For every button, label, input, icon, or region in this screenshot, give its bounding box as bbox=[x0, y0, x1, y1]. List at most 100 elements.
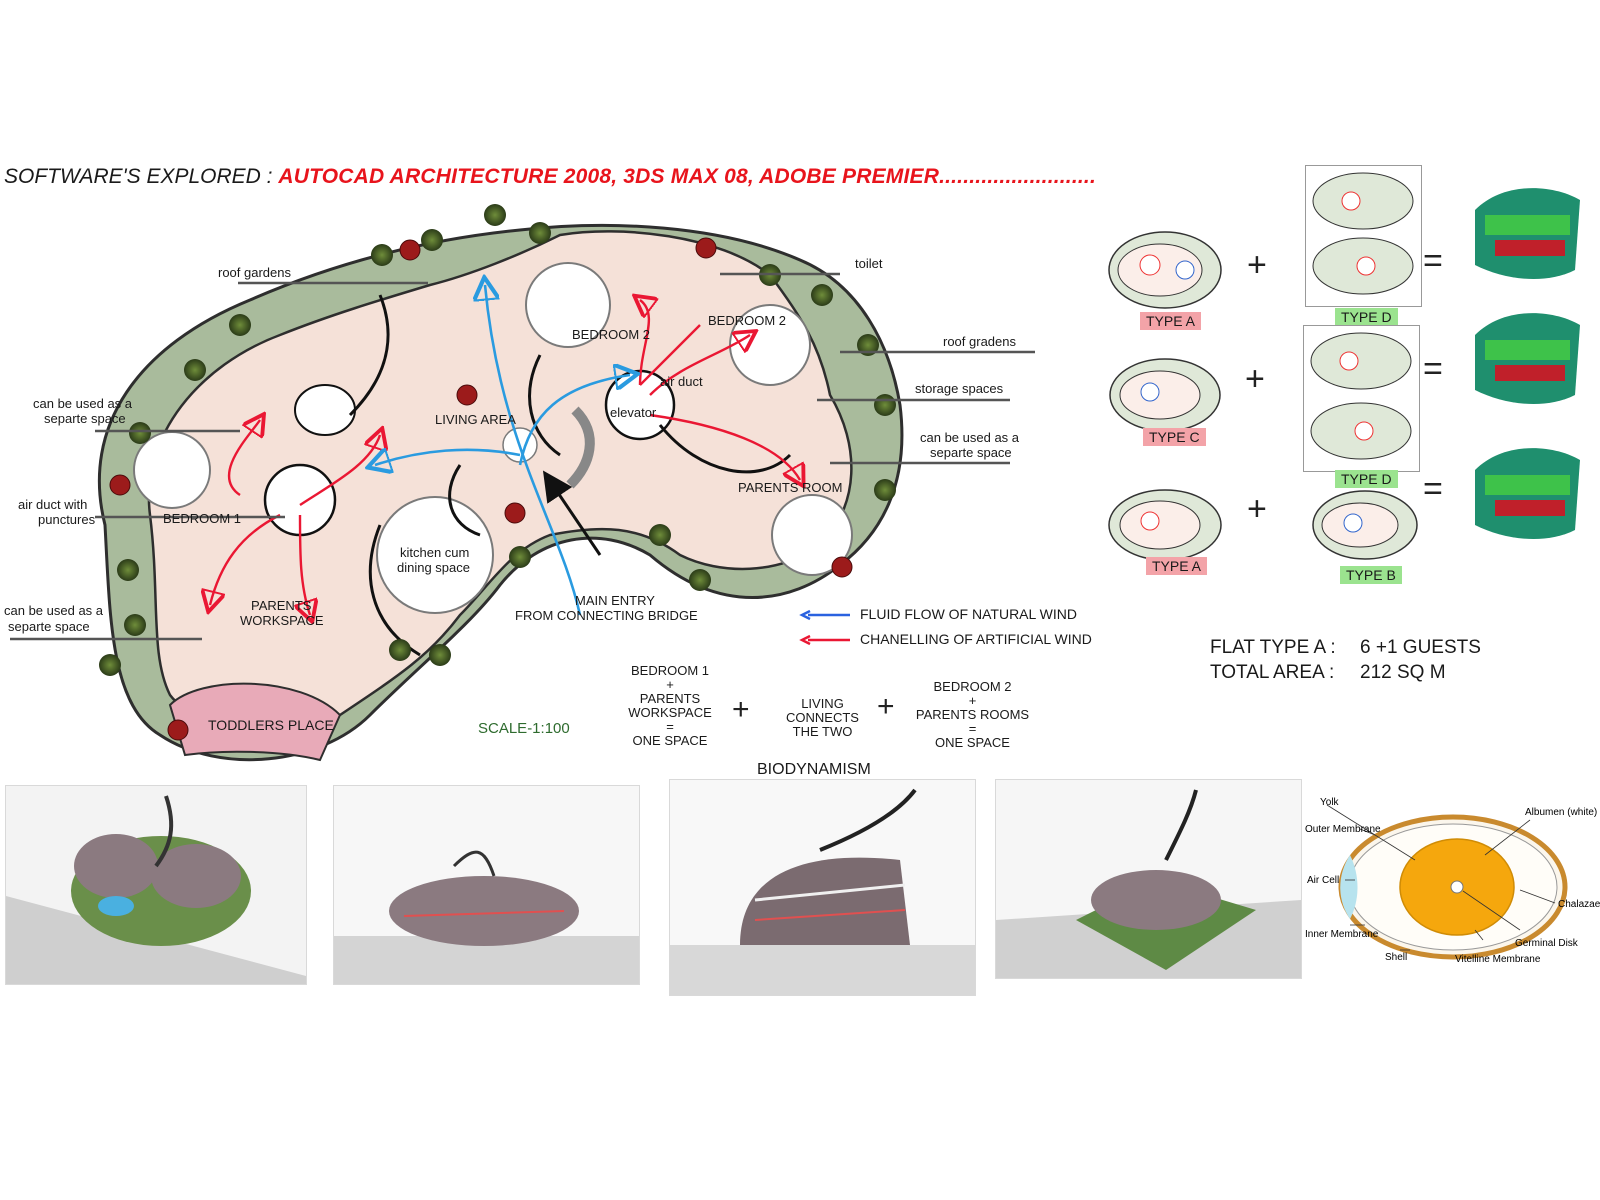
type-label-row1-right: TYPE D bbox=[1335, 308, 1398, 326]
g3-line3: PARENTS ROOMS bbox=[915, 707, 1030, 722]
egg-air-cell bbox=[1340, 855, 1358, 919]
formula-plus-1: + bbox=[732, 693, 750, 726]
total-area-label: TOTAL AREA : bbox=[1210, 662, 1335, 683]
label-bedroom-1: BEDROOM 1 bbox=[163, 511, 241, 526]
formula-group-3: BEDROOM 2 + PARENTS ROOMS = ONE SPACE bbox=[910, 680, 1035, 750]
egg-germinal-disk bbox=[1450, 880, 1464, 894]
plan-thumb-type-c bbox=[1100, 350, 1225, 440]
equals-row1: = bbox=[1423, 242, 1443, 280]
header-software-list: AUTOCAD ARCHITECTURE 2008, 3DS MAX 08, A… bbox=[278, 165, 1096, 188]
entry-arrow bbox=[542, 470, 602, 556]
type-label-row2-right: TYPE D bbox=[1335, 470, 1398, 488]
label-separate-left-bottom-2: separte space bbox=[8, 619, 90, 634]
label-parents-workspace-1: PARENTS bbox=[251, 598, 312, 613]
parents-room-circle bbox=[771, 494, 853, 576]
g3-line5: ONE SPACE bbox=[935, 735, 1010, 750]
label-main-entry-1: MAIN ENTRY bbox=[575, 593, 655, 608]
egg-label-air-cell: Air Cell bbox=[1307, 875, 1339, 886]
legend-natural-label: FLUID FLOW OF NATURAL WIND bbox=[860, 606, 1077, 622]
formula-plus-2: + bbox=[877, 690, 895, 723]
formula-group-1: BEDROOM 1 + PARENTS WORKSPACE = ONE SPAC… bbox=[615, 664, 725, 748]
egg-label-shell: Shell bbox=[1385, 952, 1407, 963]
egg-label-outer-membrane: Outer Membrane bbox=[1305, 824, 1381, 835]
floor-plan: roof gardens toilet roof gradens storage… bbox=[4, 204, 1092, 762]
egg-label-vitelline-membrane: Vitelline Membrane bbox=[1455, 954, 1541, 965]
flat-type-label: FLAT TYPE A : bbox=[1210, 637, 1336, 658]
render-thumb-row2 bbox=[1465, 305, 1585, 415]
label-air-duct-left-1: air duct with bbox=[18, 497, 87, 512]
g3-line4: = bbox=[968, 721, 977, 736]
g3-line1: BEDROOM 2 bbox=[933, 679, 1012, 694]
g1-line4: WORKSPACE bbox=[628, 705, 712, 720]
plan-thumb-type-d-1 bbox=[1305, 165, 1422, 307]
flat-type-value: 6 +1 GUESTS bbox=[1360, 637, 1481, 658]
type-label-row2-left: TYPE C bbox=[1143, 428, 1206, 446]
egg-label-albumen: Albumen (white) bbox=[1525, 807, 1597, 818]
label-parents-room: PARENTS ROOM bbox=[738, 480, 843, 495]
bench-curve bbox=[566, 406, 595, 489]
trees bbox=[99, 204, 896, 676]
wall-curve-4 bbox=[448, 464, 481, 537]
render-view-2 bbox=[333, 785, 640, 985]
g1-line6: ONE SPACE bbox=[632, 733, 708, 748]
plan-thumb-type-a-1 bbox=[1105, 225, 1225, 315]
g1-line1: BEDROOM 1 bbox=[630, 663, 709, 678]
toddlers-place-area bbox=[168, 682, 342, 762]
plan-thumb-type-d-2 bbox=[1303, 325, 1420, 472]
render-view-4 bbox=[995, 779, 1302, 979]
egg-label-germinal-disk: Germinal Disk bbox=[1515, 938, 1579, 949]
label-bedroom-2b: BEDROOM 2 bbox=[708, 313, 786, 328]
natural-wind-arrows bbox=[375, 285, 630, 616]
bedroom2-circle-left bbox=[525, 262, 611, 348]
label-elevator: elevator bbox=[610, 405, 657, 420]
plus-row1: + bbox=[1247, 246, 1267, 284]
column-markers bbox=[109, 237, 853, 741]
label-air-duct: air duct bbox=[660, 374, 703, 389]
label-living-area: LIVING AREA bbox=[435, 412, 516, 427]
g1-line3: PARENTS bbox=[639, 691, 701, 706]
label-kitchen-1: kitchen cum bbox=[400, 545, 469, 560]
formula-group-2: LIVING CONNECTS THE TWO bbox=[775, 697, 870, 739]
label-separate-left-top-2: separte space bbox=[44, 411, 126, 426]
plan-thumb-type-a-2 bbox=[1105, 485, 1225, 565]
wall-curve-1 bbox=[528, 354, 561, 457]
label-scale: SCALE-1:100 bbox=[478, 720, 570, 737]
label-toddlers-place: TODDLERS PLACE bbox=[208, 717, 334, 733]
bedroom2-circle-right bbox=[729, 304, 811, 386]
g3-line2: + bbox=[968, 693, 977, 708]
label-roof-gradens: roof gradens bbox=[943, 334, 1016, 349]
equals-row2: = bbox=[1423, 350, 1443, 388]
label-separate-right-1: can be used as a bbox=[920, 430, 1020, 445]
egg-label-chalazae: Chalazae bbox=[1558, 899, 1600, 910]
egg-leaders bbox=[1326, 804, 1556, 951]
egg-diagram: Yolk Outer Membrane Air Cell Inner Membr… bbox=[1305, 797, 1600, 965]
egg-label-yolk: Yolk bbox=[1320, 797, 1340, 808]
plan-thumb-type-b bbox=[1308, 485, 1423, 570]
render-thumb-row1 bbox=[1465, 180, 1585, 290]
label-parents-workspace-2: WORKSPACE bbox=[240, 613, 324, 628]
label-separate-left-top-1: can be used as a bbox=[33, 396, 133, 411]
type-label-row1-left: TYPE A bbox=[1140, 312, 1202, 330]
render-thumb-row3 bbox=[1465, 440, 1585, 550]
g2-line2: CONNECTS bbox=[786, 710, 859, 725]
equals-row3: = bbox=[1423, 470, 1443, 508]
label-main-entry-2: FROM CONNECTING BRIDGE bbox=[515, 608, 698, 623]
label-roof-gardens: roof gardens bbox=[218, 265, 291, 280]
egg-label-inner-membrane: Inner Membrane bbox=[1305, 929, 1379, 940]
g1-line5: = bbox=[666, 719, 674, 734]
label-toilet: toilet bbox=[855, 256, 883, 271]
room-circle-left bbox=[133, 431, 211, 509]
artificial-wind-arrows bbox=[210, 300, 800, 615]
g2-line1: LIVING bbox=[801, 696, 844, 711]
software-header: SOFTWARE'S EXPLORED : AUTOCAD ARCHITECTU… bbox=[4, 165, 1096, 189]
legend-artificial-label: CHANELLING OF ARTIFICIAL WIND bbox=[860, 631, 1092, 647]
header-prefix: SOFTWARE'S EXPLORED : bbox=[4, 165, 279, 188]
plus-row2: + bbox=[1245, 360, 1265, 398]
render-view-1 bbox=[5, 785, 307, 985]
plus-row3: + bbox=[1247, 490, 1267, 528]
label-air-duct-left-2: punctures bbox=[38, 512, 96, 527]
label-kitchen-2: dining space bbox=[397, 560, 470, 575]
toilet-fixture bbox=[294, 384, 356, 436]
wall-curve-2 bbox=[658, 424, 792, 474]
type-label-row3-right: TYPE B bbox=[1340, 566, 1402, 584]
